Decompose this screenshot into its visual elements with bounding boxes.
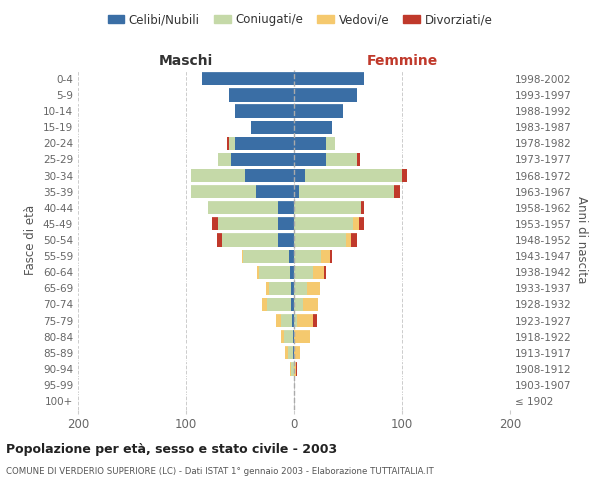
Bar bbox=[294, 201, 361, 214]
Bar bbox=[294, 88, 356, 102]
Bar bbox=[235, 136, 294, 150]
Text: Popolazione per età, sesso e stato civile - 2003: Popolazione per età, sesso e stato civil… bbox=[6, 442, 337, 456]
Bar bbox=[294, 298, 302, 311]
Bar bbox=[294, 185, 299, 198]
Bar bbox=[294, 362, 296, 376]
Bar bbox=[294, 153, 326, 166]
Bar bbox=[291, 298, 294, 311]
Bar bbox=[290, 266, 294, 279]
Bar bbox=[221, 234, 278, 246]
Bar bbox=[294, 169, 305, 182]
Bar bbox=[329, 250, 332, 262]
Bar bbox=[229, 88, 294, 102]
Bar bbox=[346, 234, 351, 246]
Bar bbox=[294, 330, 310, 344]
Bar bbox=[296, 362, 297, 376]
Bar bbox=[191, 169, 245, 182]
Bar bbox=[218, 153, 232, 166]
Bar bbox=[294, 120, 332, 134]
Bar bbox=[356, 153, 360, 166]
Y-axis label: Anni di nascita: Anni di nascita bbox=[575, 196, 588, 284]
Bar bbox=[293, 330, 294, 344]
Bar bbox=[281, 314, 292, 327]
Bar bbox=[243, 250, 289, 262]
Bar bbox=[307, 282, 320, 295]
Bar bbox=[326, 153, 356, 166]
Bar bbox=[269, 282, 291, 295]
Bar bbox=[245, 169, 294, 182]
Bar bbox=[281, 330, 284, 344]
Bar bbox=[251, 120, 294, 134]
Bar bbox=[259, 266, 290, 279]
Bar bbox=[278, 234, 294, 246]
Bar bbox=[294, 282, 307, 295]
Bar bbox=[232, 153, 294, 166]
Bar bbox=[402, 169, 407, 182]
Legend: Celibi/Nubili, Coniugati/e, Vedovi/e, Divorziati/e: Celibi/Nubili, Coniugati/e, Vedovi/e, Di… bbox=[103, 8, 497, 31]
Bar bbox=[286, 346, 287, 360]
Bar bbox=[290, 362, 291, 376]
Bar bbox=[321, 250, 329, 262]
Bar bbox=[257, 266, 259, 279]
Bar bbox=[326, 136, 335, 150]
Bar bbox=[217, 234, 221, 246]
Bar bbox=[361, 201, 364, 214]
Bar bbox=[229, 136, 235, 150]
Bar bbox=[313, 314, 317, 327]
Bar bbox=[293, 346, 294, 360]
Bar bbox=[294, 72, 364, 86]
Bar bbox=[256, 185, 294, 198]
Bar bbox=[353, 218, 359, 230]
Bar bbox=[294, 234, 346, 246]
Bar bbox=[227, 136, 229, 150]
Bar bbox=[191, 185, 256, 198]
Bar bbox=[297, 314, 313, 327]
Bar bbox=[291, 362, 294, 376]
Bar bbox=[267, 298, 291, 311]
Bar bbox=[202, 72, 294, 86]
Bar bbox=[302, 298, 318, 311]
Bar bbox=[294, 136, 326, 150]
Bar bbox=[299, 185, 394, 198]
Bar bbox=[305, 169, 402, 182]
Bar bbox=[294, 218, 353, 230]
Bar bbox=[218, 218, 278, 230]
Bar bbox=[287, 346, 293, 360]
Bar bbox=[351, 234, 356, 246]
Bar bbox=[289, 250, 294, 262]
Bar bbox=[235, 104, 294, 118]
Bar bbox=[242, 250, 243, 262]
Bar bbox=[291, 282, 294, 295]
Bar bbox=[294, 346, 301, 360]
Bar bbox=[275, 314, 281, 327]
Bar bbox=[394, 185, 400, 198]
Bar bbox=[294, 266, 313, 279]
Bar bbox=[278, 218, 294, 230]
Bar bbox=[266, 282, 269, 295]
Bar bbox=[359, 218, 364, 230]
Bar bbox=[294, 250, 321, 262]
Bar bbox=[284, 330, 293, 344]
Y-axis label: Fasce di età: Fasce di età bbox=[25, 205, 37, 275]
Bar bbox=[324, 266, 326, 279]
Bar bbox=[278, 201, 294, 214]
Text: Femmine: Femmine bbox=[367, 54, 437, 68]
Bar bbox=[294, 104, 343, 118]
Bar bbox=[208, 201, 278, 214]
Bar bbox=[313, 266, 324, 279]
Bar bbox=[212, 218, 218, 230]
Text: COMUNE DI VERDERIO SUPERIORE (LC) - Dati ISTAT 1° gennaio 2003 - Elaborazione TU: COMUNE DI VERDERIO SUPERIORE (LC) - Dati… bbox=[6, 468, 434, 476]
Text: Maschi: Maschi bbox=[159, 54, 213, 68]
Bar bbox=[262, 298, 267, 311]
Bar bbox=[294, 314, 297, 327]
Bar bbox=[292, 314, 294, 327]
